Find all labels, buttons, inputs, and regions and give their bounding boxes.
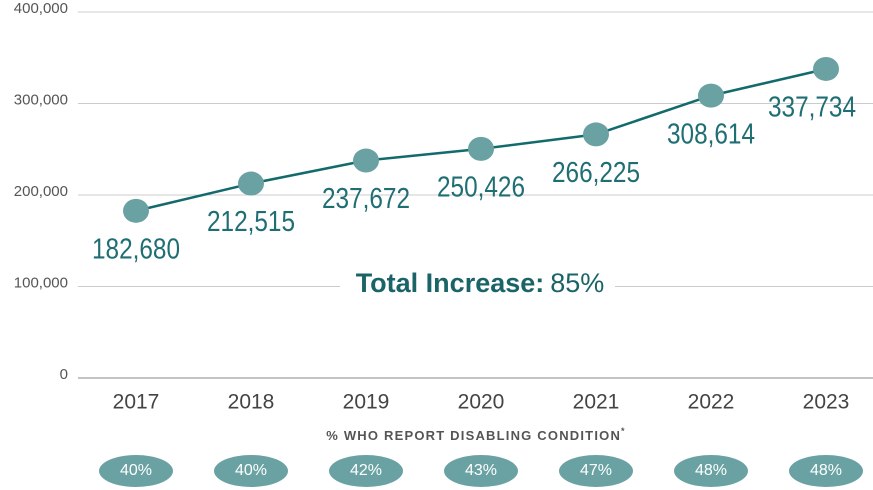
marker — [813, 56, 839, 81]
pill — [559, 455, 633, 487]
data-label: 337,734 — [768, 92, 856, 124]
pill-label: 40% — [120, 462, 152, 479]
data-label: 250,426 — [437, 172, 525, 204]
pill — [99, 455, 173, 487]
pill-label: 48% — [810, 462, 842, 479]
y-tick-label: 100,000 — [14, 274, 68, 291]
subtitle: % WHO REPORT DISABLING CONDITION* — [326, 426, 626, 443]
data-label: 266,225 — [552, 157, 640, 189]
y-tick-label: 400,000 — [14, 0, 68, 17]
x-tick-label: 2020 — [458, 391, 505, 414]
pill-label: 42% — [350, 462, 382, 479]
x-tick-label: 2018 — [228, 391, 275, 414]
y-tick-label: 300,000 — [14, 91, 68, 108]
pill-label: 43% — [465, 462, 497, 479]
data-label: 212,515 — [207, 206, 295, 238]
annotation-value: 85% — [550, 268, 604, 298]
pill — [674, 455, 748, 487]
y-tick-label: 200,000 — [14, 183, 68, 200]
marker — [238, 171, 264, 196]
marker — [123, 198, 149, 223]
subtitle-text: % WHO REPORT DISABLING CONDITION — [326, 428, 621, 443]
pill-label: 40% — [235, 462, 267, 479]
data-label: 182,680 — [92, 234, 180, 266]
marker — [583, 122, 609, 147]
marker — [468, 136, 494, 161]
x-tick-label: 2022 — [688, 391, 735, 414]
pill — [444, 455, 518, 487]
pill — [789, 455, 863, 487]
plot: 182,680 212,515 237,672 250,426 266,225 308,6… — [92, 56, 863, 487]
x-tick-label: 2021 — [573, 391, 620, 414]
pill-label: 48% — [695, 462, 727, 479]
x-tick-label: 2019 — [343, 391, 390, 414]
data-label: 308,614 — [667, 118, 755, 150]
data-label: 237,672 — [322, 183, 410, 215]
annotation-backdrop — [340, 267, 615, 303]
y-tick-label: 0 — [60, 366, 68, 383]
x-tick-label: 2023 — [803, 391, 850, 414]
x-tick-label: 2017 — [113, 391, 160, 414]
pill — [329, 455, 403, 487]
annotation: Total Increase: 85% — [356, 268, 605, 298]
annotation-label: Total Increase: — [356, 268, 545, 298]
grid: 0 100,000 200,000 300,000 400,000 2017 2018 201… — [14, 0, 873, 414]
footnote-mark: * — [621, 426, 626, 436]
marker — [353, 148, 379, 173]
pill — [214, 455, 288, 487]
marker — [698, 83, 724, 108]
pill-label: 47% — [580, 462, 612, 479]
